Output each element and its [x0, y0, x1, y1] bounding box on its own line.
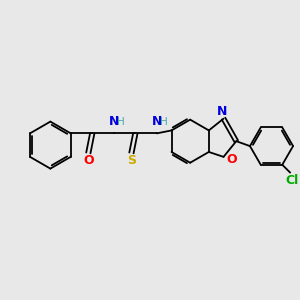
Text: O: O [83, 154, 94, 167]
Text: H: H [160, 118, 168, 128]
Text: S: S [127, 154, 136, 167]
Text: Cl: Cl [285, 174, 299, 187]
Text: N: N [109, 116, 119, 128]
Text: H: H [117, 118, 124, 128]
Text: O: O [226, 153, 237, 166]
Text: N: N [152, 116, 162, 128]
Text: N: N [218, 105, 228, 118]
